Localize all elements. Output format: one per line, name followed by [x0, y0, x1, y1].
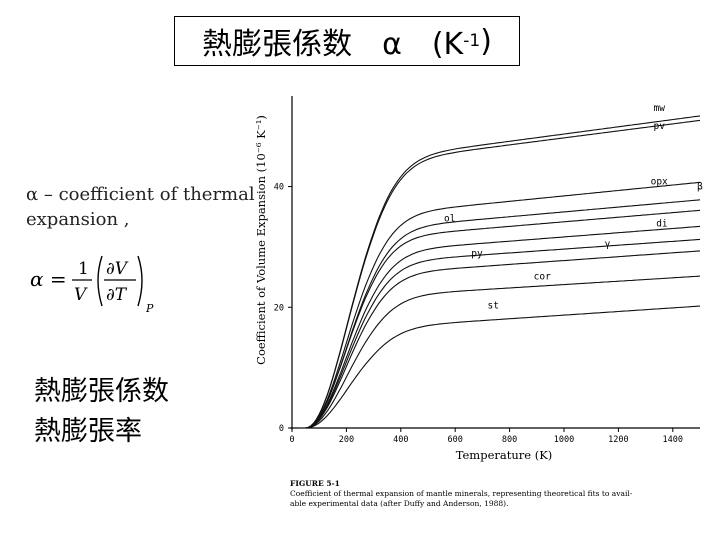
- x-tick-label: 1400: [663, 435, 683, 445]
- figure-caption-line2: able experimental data (after Duffy and …: [290, 499, 508, 508]
- series-label-pv: pv: [653, 121, 665, 132]
- y-tick-label: 20: [274, 303, 284, 313]
- series-label-opx: opx: [651, 177, 668, 188]
- series-label-ol: ol: [444, 214, 455, 225]
- alpha-formula: α = 1 V ∂V ∂T P: [26, 248, 186, 324]
- x-tick-label: 0: [289, 435, 294, 445]
- series-label-β: β: [697, 182, 703, 193]
- formula-pnum: ∂V: [106, 259, 129, 279]
- series-line-ol: [297, 209, 701, 429]
- x-tick-label: 800: [502, 435, 517, 445]
- y-axis-label: Coefficient of Volume Expansion (10⁻⁶ K⁻…: [254, 115, 268, 365]
- y-tick-label: 0: [279, 424, 284, 434]
- formula-right-paren: [137, 255, 143, 307]
- formula-subscript: P: [145, 302, 154, 315]
- x-tick-label: 200: [339, 435, 354, 445]
- series-label-py: py: [471, 249, 483, 260]
- figure-caption-line1: Coefficient of thermal expansion of mant…: [290, 489, 633, 498]
- series-line-cor: [297, 275, 701, 429]
- series-label-mw: mw: [653, 103, 665, 114]
- slide-title-text: 熱膨張係数 α (K: [202, 27, 464, 62]
- alpha-definition-line1: α – coefficient of thermal: [26, 184, 255, 205]
- series-line-opx: [297, 181, 701, 429]
- series-label-cor: cor: [534, 272, 551, 283]
- series-line-β: [297, 199, 701, 429]
- x-tick-label: 1000: [554, 435, 574, 445]
- series-line-di: [297, 225, 701, 429]
- jp-term-coefficient: 熱膨張係数: [34, 376, 169, 407]
- x-tick-label: 400: [393, 435, 408, 445]
- y-tick-label: 40: [274, 183, 284, 193]
- series-label-st: st: [488, 300, 499, 311]
- slide-title: 熱膨張係数 α (K -1): [174, 16, 520, 66]
- alpha-definition-line2: expansion ,: [26, 209, 130, 230]
- series-label-di: di: [656, 218, 668, 229]
- x-tick-label: 600: [448, 435, 463, 445]
- series-label-γ: γ: [605, 239, 611, 250]
- series-line-mw: [297, 115, 701, 429]
- formula-num: 1: [78, 259, 89, 279]
- series-line-st: [297, 305, 701, 429]
- series-line-pv: [297, 119, 701, 429]
- series-line-py: [297, 238, 701, 429]
- formula-left-paren: [97, 255, 103, 307]
- jp-term-rate: 熱膨張率: [34, 416, 142, 447]
- x-tick-label: 1200: [608, 435, 628, 445]
- japanese-terms: 熱膨張係数 熱膨張率: [34, 372, 169, 452]
- formula-lhs: α =: [30, 267, 67, 291]
- formula-pden: ∂T: [106, 285, 128, 305]
- series-line-γ: [297, 250, 701, 429]
- figure-caption-title: FIGURE 5-1: [290, 479, 340, 488]
- formula-den: V: [74, 285, 88, 305]
- slide-title-close: ): [480, 23, 492, 59]
- x-axis-label: Temperature (K): [456, 448, 553, 462]
- alpha-definition: α – coefficient of thermal expansion ,: [26, 182, 255, 232]
